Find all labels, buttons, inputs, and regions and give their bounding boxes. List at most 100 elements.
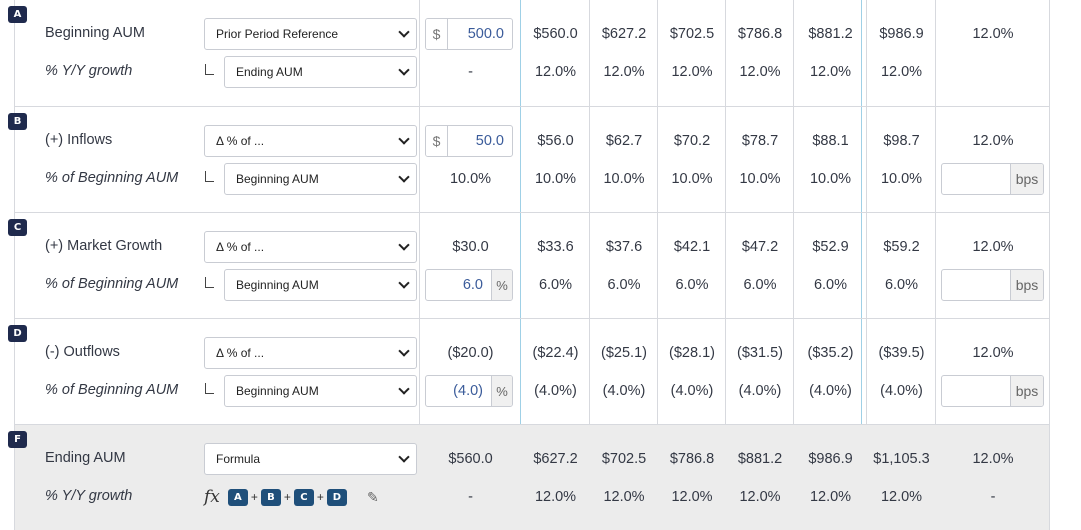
chevron-down-icon [398,133,410,145]
row-label: (-) Outflows [45,344,120,360]
currency-prefix: $ [426,19,448,49]
base-value: 50.0 [475,133,504,149]
growth-bps-input[interactable]: bps [941,269,1044,301]
reference-select-value: Beginning AUM [236,278,319,292]
elbow-connector-icon [205,171,214,182]
chevron-down-icon [398,277,410,289]
year-value: $47.2 [741,239,779,255]
base-value-input[interactable]: $50.0 [425,125,513,157]
column-divider [657,0,658,530]
year-value: $560.0 [533,26,578,42]
reference-select[interactable]: Ending AUM [224,56,417,88]
base-pct-input[interactable]: (4.0)% [425,375,513,407]
row-label: (+) Market Growth [45,238,163,254]
section-badge: A [8,6,27,23]
column-divider [935,0,936,530]
year-subvalue: 10.0% [534,171,577,187]
elbow-connector-icon [205,64,214,75]
method-select[interactable]: Δ % of ... [204,231,417,263]
year-subvalue: 6.0% [675,277,709,293]
base-subvalue: - [468,489,473,505]
base-subvalue: 10.0% [449,171,492,187]
column-divider [419,0,420,530]
row-label: Ending AUM [45,450,126,466]
chevron-down-icon [398,64,410,76]
row-sublabel: % of Beginning AUM [45,276,179,292]
chevron-down-icon [398,171,410,183]
reference-select[interactable]: Beginning AUM [224,163,417,195]
row-label: Beginning AUM [45,25,145,41]
section-badge: D [8,325,27,342]
bps-field[interactable] [942,270,1010,300]
base-value: $560.0 [448,451,493,467]
reference-select[interactable]: Beginning AUM [224,375,417,407]
year-subvalue: 6.0% [743,277,777,293]
year-value: ($31.5) [737,345,783,361]
year-subvalue: 6.0% [884,277,919,293]
plus-operator: + [316,490,324,504]
growth-bps-input[interactable]: bps [941,163,1044,195]
year-subvalue: 12.0% [739,64,781,80]
year-subvalue: 6.0% [538,277,573,293]
year-value: $881.2 [808,26,853,42]
formula-token: A [227,488,248,506]
year-value: $702.5 [669,26,715,42]
year-value: $881.2 [737,451,783,467]
bps-field[interactable] [942,164,1010,194]
year-value: $52.9 [812,239,849,255]
column-divider [793,0,794,530]
column-divider [861,0,862,530]
chevron-down-icon [398,383,410,395]
base-value-input[interactable]: $500.0 [425,18,513,50]
year-subvalue: (4.0%) [670,383,714,399]
reference-select-value: Beginning AUM [236,384,319,398]
year-value: $88.1 [812,133,849,149]
method-select[interactable]: Formula [204,443,417,475]
row-sublabel: % of Beginning AUM [45,382,179,398]
growth-rate: 12.0% [972,133,1014,149]
reference-select-value: Ending AUM [236,65,303,79]
year-value: $627.2 [601,26,647,42]
year-value: ($35.2) [807,345,854,361]
reference-select-value: Beginning AUM [236,172,319,186]
base-pct-value: 6.0 [462,277,483,293]
formula-display: fx A + B + C + D ✎ [204,487,414,507]
method-select[interactable]: Δ % of ... [204,125,417,157]
method-select-value: Prior Period Reference [216,27,339,41]
method-select-value: Δ % of ... [216,134,265,148]
pencil-edit-icon[interactable]: ✎ [366,488,379,505]
row-sublabel: % of Beginning AUM [45,170,179,186]
method-select[interactable]: Δ % of ... [204,337,417,369]
section-a: A Beginning AUM % Y/Y growth Prior Period R… [8,0,1049,106]
growth-rate: 12.0% [972,26,1014,42]
year-subvalue: 6.0% [607,277,641,293]
year-subvalue: 10.0% [880,171,923,187]
section-d: D (-) Outflows % of Beginning AUM Δ % of ..… [8,318,1049,424]
growth-bps-input[interactable]: bps [941,375,1044,407]
bps-field[interactable] [942,376,1010,406]
year-value: $59.2 [883,239,920,255]
percent-suffix: % [491,270,512,300]
year-value: $78.7 [741,133,779,149]
chevron-down-icon [398,451,410,463]
section-badge: B [8,113,27,130]
method-select[interactable]: Prior Period Reference [204,18,417,50]
formula-token: B [260,488,281,506]
year-subvalue: (4.0%) [602,383,646,399]
section-c: C (+) Market Growth % of Beginning AUM Δ % … [8,212,1049,318]
growth-subvalue: - [990,489,996,505]
percent-suffix: % [491,376,512,406]
reference-select[interactable]: Beginning AUM [224,269,417,301]
year-value: ($39.5) [878,345,925,361]
section-badge: C [8,219,27,236]
base-pct-input[interactable]: 6.0% [425,269,513,301]
formula-token: C [293,488,314,506]
elbow-connector-icon [205,383,214,394]
growth-rate: 12.0% [972,451,1014,467]
row-sublabel: % Y/Y growth [45,63,133,79]
bps-suffix: bps [1010,164,1043,194]
plus-operator: + [283,490,291,504]
year-subvalue: 12.0% [534,489,577,505]
year-value: $1,105.3 [873,451,930,467]
plus-operator: + [250,490,258,504]
